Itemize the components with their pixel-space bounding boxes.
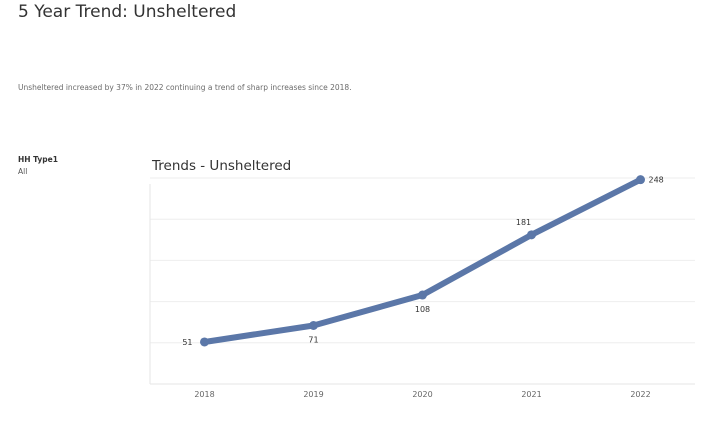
x-tick-label: 2020 (412, 390, 432, 399)
filter-value[interactable]: All (18, 167, 28, 176)
data-label: 248 (649, 176, 664, 185)
gridlines (150, 177, 695, 344)
data-point[interactable] (309, 320, 318, 330)
x-tick-labels: 2018 2019 2020 2021 2022 (194, 390, 650, 399)
data-label: 108 (415, 305, 430, 314)
filter-label: HH Type1 (18, 155, 58, 164)
data-point[interactable] (527, 230, 536, 240)
data-point[interactable] (418, 290, 427, 300)
x-tick-label: 2019 (303, 390, 323, 399)
data-point[interactable] (200, 337, 209, 347)
x-tick-label: 2022 (630, 390, 650, 399)
chart-title: Trends - Unsheltered (152, 158, 292, 174)
data-points (200, 175, 645, 347)
data-labels: 51 71 108 181 248 (182, 176, 663, 347)
data-label: 71 (308, 335, 318, 344)
x-tick-label: 2021 (521, 390, 541, 399)
data-label: 51 (182, 338, 192, 347)
x-tick-label: 2018 (194, 390, 214, 399)
data-point[interactable] (636, 175, 645, 185)
page-title: 5 Year Trend: Unsheltered (18, 2, 237, 22)
data-label: 181 (516, 218, 531, 227)
summary-text: Unsheltered increased by 37% in 2022 con… (18, 83, 352, 92)
axes (149, 184, 695, 385)
